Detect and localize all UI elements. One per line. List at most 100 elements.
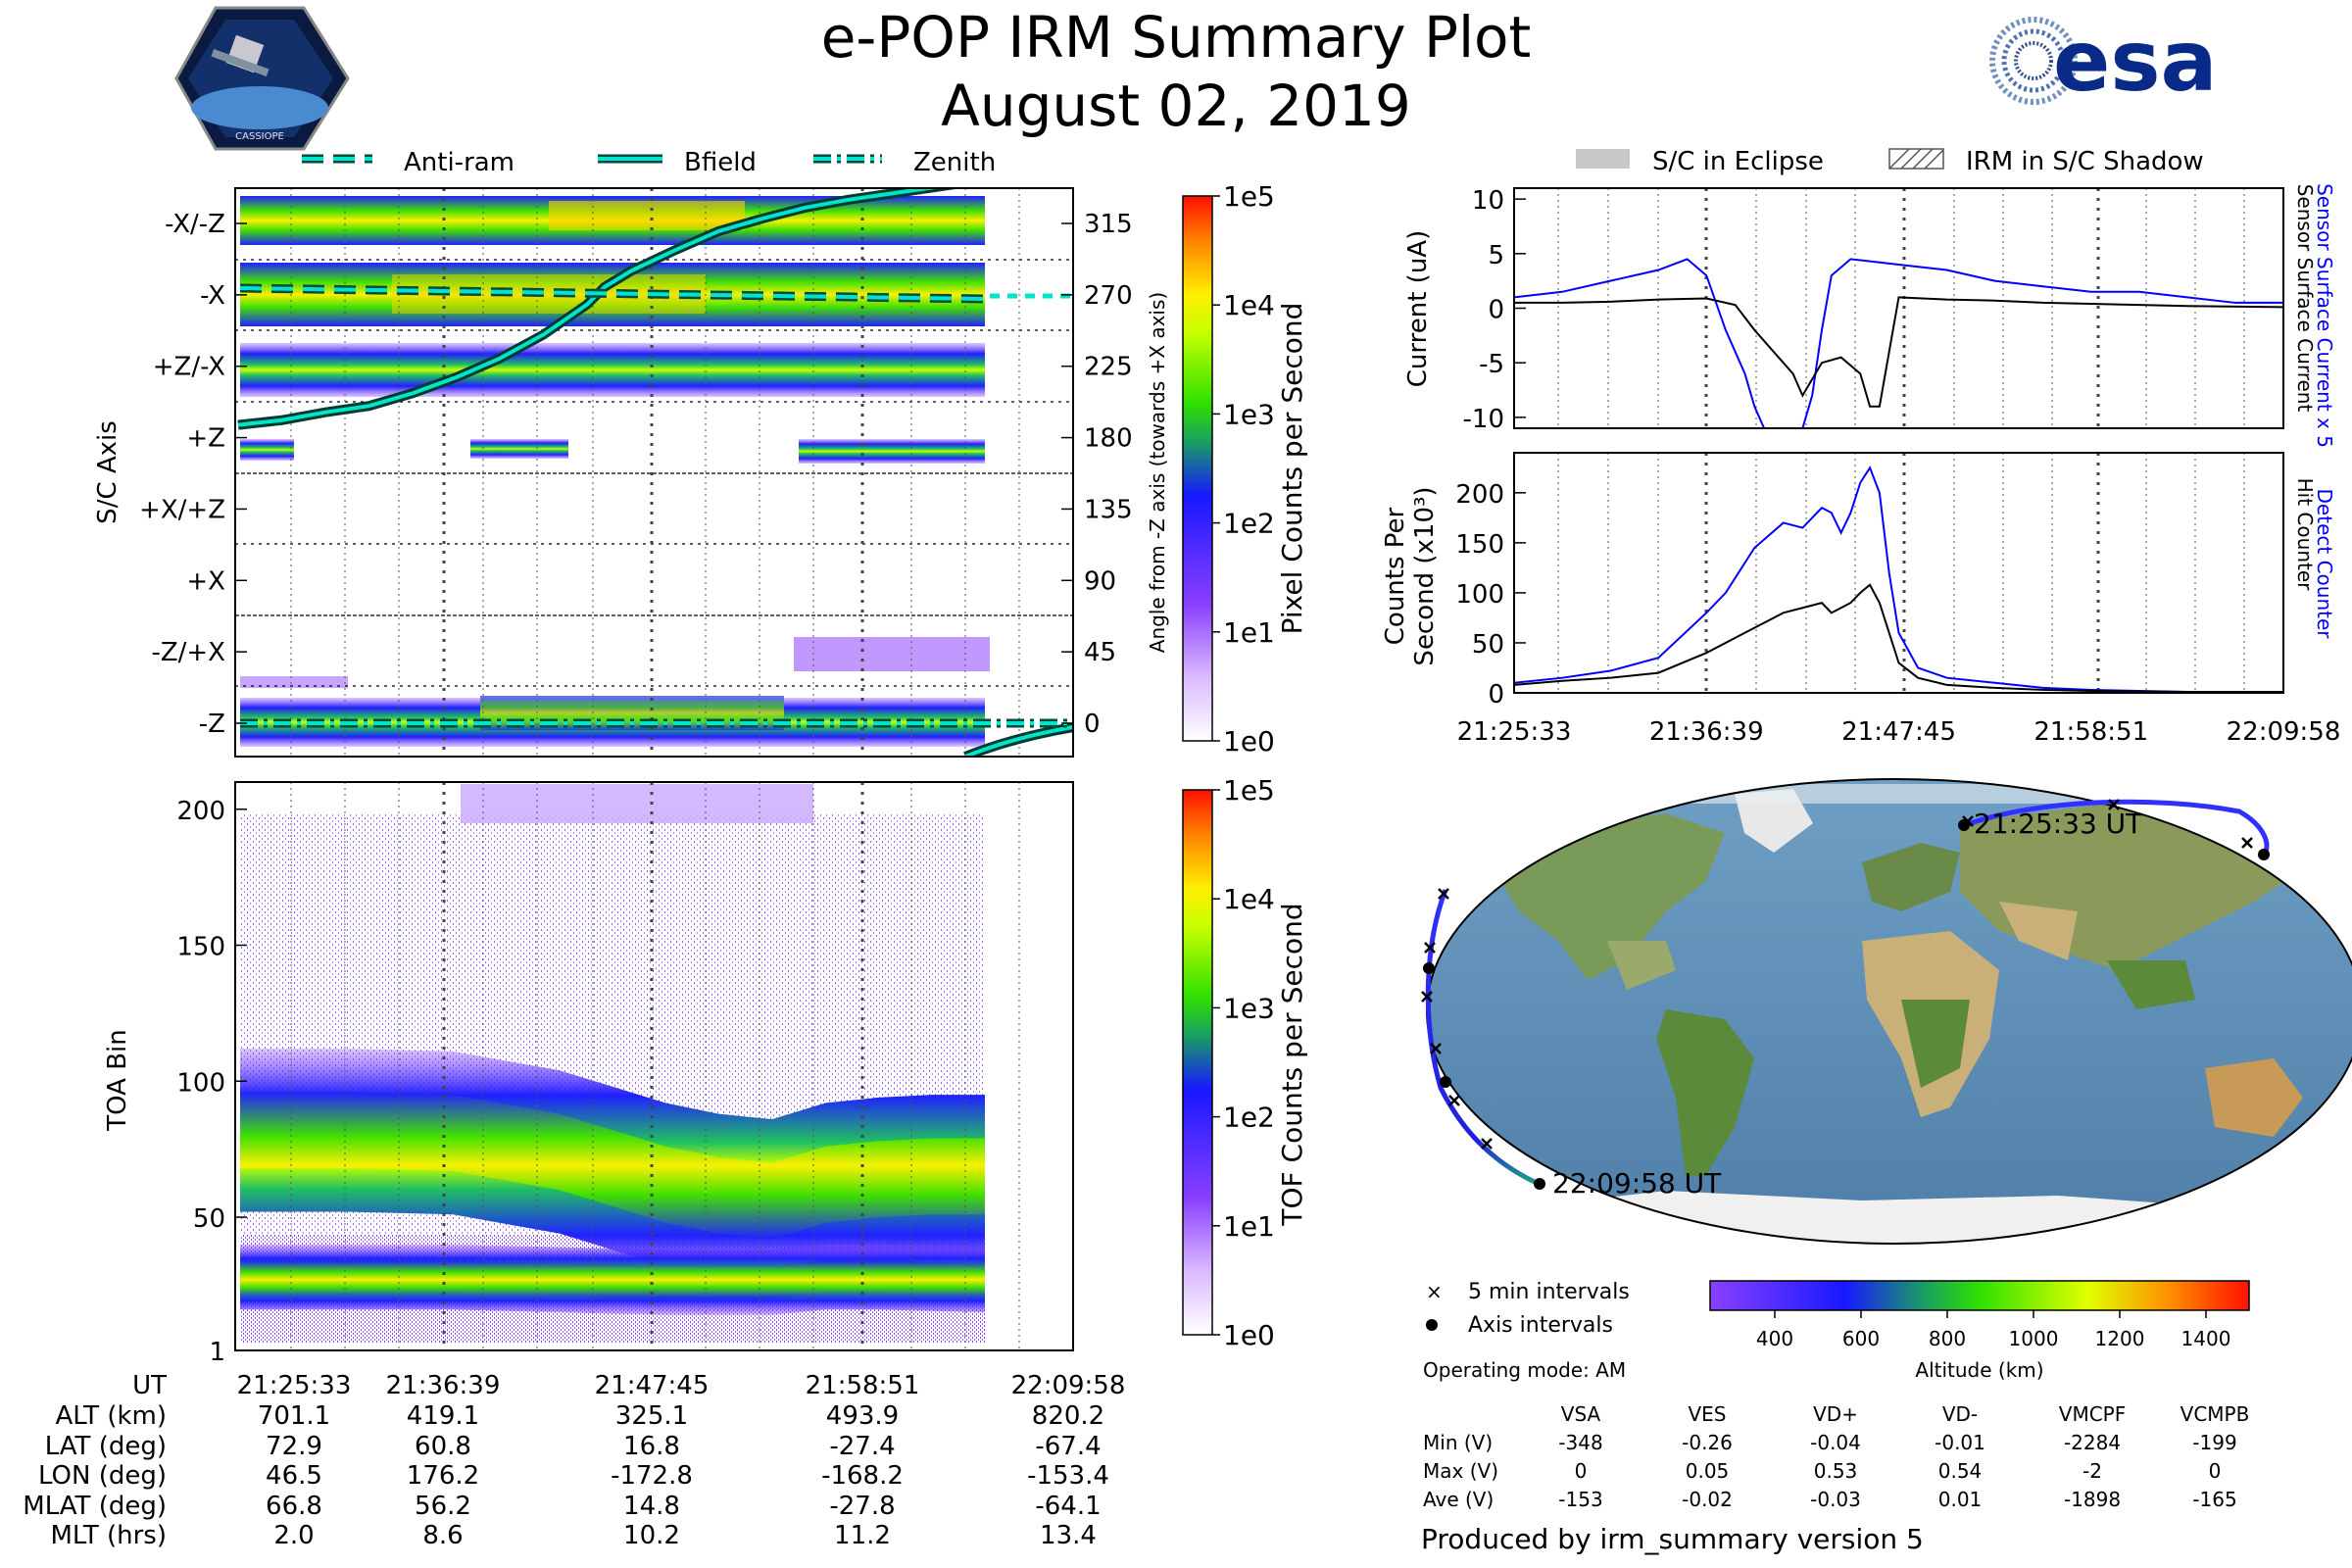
sc-axis-grid	[235, 259, 1073, 687]
right-time-tick-label: 21:47:45	[1841, 717, 1956, 747]
title-line1: e-POP IRM Summary Plot	[821, 4, 1532, 71]
altitude-tick-label: 600	[1842, 1327, 1880, 1350]
right-time-ticks: 21:25:33 21:36:39 21:47:45 21:58:51 22:09:58	[1457, 717, 2341, 747]
voltage-header: VCMPB	[2180, 1402, 2250, 1426]
toa-ytick-label: 100	[176, 1068, 225, 1098]
sc-axis-angle-label: 270	[1084, 281, 1133, 311]
current-ytick-label: -5	[1479, 350, 1504, 379]
legend-5min: 5 min intervals	[1468, 1280, 1630, 1304]
colorbar-tick-label: 1e0	[1223, 1319, 1275, 1351]
toa-bands	[240, 1048, 985, 1315]
voltage-cell: -2	[2082, 1459, 2102, 1483]
sc-axis-category-label: +Z/-X	[153, 353, 225, 382]
counts-series-line	[1514, 583, 2283, 693]
sc-axis-angle-label: 315	[1084, 210, 1133, 239]
current-lines	[1514, 258, 2283, 428]
ephemeris-row-label: MLAT (deg)	[23, 1492, 167, 1521]
colorbar-tick-label: 1e1	[1223, 616, 1275, 649]
counts-ytick-label: 150	[1455, 530, 1504, 560]
right-time-tick-label: 21:36:39	[1649, 717, 1764, 747]
altitude-tick-label: 1200	[2095, 1327, 2145, 1350]
current-series-line	[1514, 296, 2283, 408]
colorbar-tick-label: 1e1	[1223, 1210, 1275, 1243]
right-time-tick-label: 21:25:33	[1457, 717, 1572, 747]
ephemeris-cell: 176.2	[407, 1461, 479, 1491]
esa-logo: esa	[1989, 13, 2218, 111]
colorbar-tick-label: 1e5	[1223, 180, 1275, 213]
current-right-label-1: Sensor Surface Current x 5	[2313, 183, 2336, 448]
toa-ytick-label: 200	[176, 797, 225, 826]
ephemeris-row-label: LAT (deg)	[45, 1432, 167, 1461]
pixel-colorbar: 1e5 1e4 1e3 1e2 1e1 1e0 Pixel Counts per Seco…	[1182, 180, 1308, 758]
voltage-cell: 0.53	[1814, 1459, 1858, 1483]
ephemeris-cell: 8.6	[422, 1521, 463, 1550]
ephemeris-cell: 701.1	[258, 1401, 330, 1431]
sc-axis-angle-label: 225	[1084, 353, 1133, 382]
tof-colorbar-ticks: 1e5 1e4 1e3 1e2 1e1 1e0	[1212, 774, 1275, 1351]
right-time-tick-label: 22:09:58	[2227, 717, 2341, 747]
interval-marker	[1424, 942, 1436, 954]
colorbar-tick-label: 1e4	[1223, 883, 1275, 915]
tof-colorbar: 1e5 1e4 1e3 1e2 1e1 1e0 TOF Counts per Second	[1182, 774, 1308, 1351]
axis-marker	[1423, 962, 1435, 974]
ephemeris-cell: -64.1	[1035, 1492, 1101, 1521]
axis-marker	[1440, 1076, 1451, 1088]
ephemeris-cell: -168.2	[821, 1461, 904, 1491]
ephemeris-row-label: LON (deg)	[38, 1461, 167, 1491]
counts-panel: 0 50 100 150 200 Counts Per Second (x10³) De…	[1381, 452, 2341, 747]
orbit-map: 21:25:33 UT 22:09:58 UT	[1421, 778, 2352, 1245]
sc-axis-ylabel: S/C Axis	[93, 420, 122, 524]
current-yticks: 10 5 0 -5 -10	[1463, 186, 1526, 434]
altitude-ticks: 400 600 800 1000 1200 1400	[1756, 1310, 2230, 1350]
footer-produced-by: Produced by irm_summary version 5	[1421, 1523, 1924, 1555]
toa-ytick-label: 50	[193, 1204, 225, 1234]
voltage-cell: -0.03	[1810, 1488, 1861, 1511]
ephemeris-cell: 493.9	[826, 1401, 899, 1431]
legend-top: Anti-ram Bfield Zenith	[302, 148, 996, 177]
orbit-track	[1425, 799, 2270, 1187]
voltage-cell: -348	[1558, 1431, 1602, 1454]
current-right-label-2: Sensor Surface Current	[2293, 184, 2317, 413]
colorbar-tick-label: 1e4	[1223, 289, 1275, 321]
ephemeris-cell: 60.8	[415, 1432, 471, 1461]
colorbar-tick-label: 1e3	[1223, 992, 1275, 1024]
voltage-header: VES	[1688, 1402, 1726, 1426]
ephemeris-cell: 21:25:33	[237, 1371, 352, 1400]
esa-logo-text: esa	[2053, 13, 2218, 111]
ephemeris-cell: 820.2	[1032, 1401, 1104, 1431]
sc-axis-angle-label: 0	[1084, 710, 1101, 739]
toa-ytick-label: 150	[176, 933, 225, 962]
legend-shadow: IRM in S/C Shadow	[1966, 147, 2204, 176]
altitude-colorbar: 400 600 800 1000 1200 1400 Altitude (km)	[1709, 1280, 2250, 1382]
sc-axis-angle-label: 180	[1084, 424, 1133, 454]
interval-legend-icon: ×	[1426, 1280, 1443, 1303]
voltage-cell: 0	[1575, 1459, 1588, 1483]
current-series-line	[1514, 258, 2283, 428]
axis-markers	[1423, 819, 2270, 1190]
voltage-header: VMCPF	[2059, 1402, 2126, 1426]
ephemeris-cell: 13.4	[1040, 1521, 1097, 1550]
voltage-cell: -0.26	[1682, 1431, 1733, 1454]
legend-zenith: Zenith	[913, 148, 996, 177]
sc-axis-major-vgrid	[442, 188, 864, 757]
orbit-start-label: 21:25:33 UT	[1974, 808, 2143, 840]
colorbar-tick-label: 1e3	[1223, 398, 1275, 430]
colorbar-tick-label: 1e2	[1223, 1102, 1275, 1134]
voltage-cell: -2284	[2064, 1431, 2121, 1454]
pixel-colorbar-ticks: 1e5 1e4 1e3 1e2 1e1 1e0	[1212, 180, 1275, 758]
legend-anti-ram: Anti-ram	[404, 148, 514, 177]
ephemeris-cell: 21:36:39	[386, 1371, 501, 1400]
counts-ytick-label: 100	[1455, 580, 1504, 610]
current-panel: 10 5 0 -5 -10 Current (uA) Sensor Surface Cu…	[1403, 183, 2336, 448]
axis-marker	[1958, 819, 1970, 831]
anti-ram-line	[239, 283, 1073, 304]
voltage-cell: -153	[1558, 1488, 1602, 1511]
axis-marker	[2258, 849, 2270, 860]
ephemeris-cell: 21:58:51	[806, 1371, 920, 1400]
ephemeris-cell: 11.2	[834, 1521, 891, 1550]
voltage-cell: -0.04	[1810, 1431, 1861, 1454]
ephemeris-cell: 14.8	[623, 1492, 680, 1521]
